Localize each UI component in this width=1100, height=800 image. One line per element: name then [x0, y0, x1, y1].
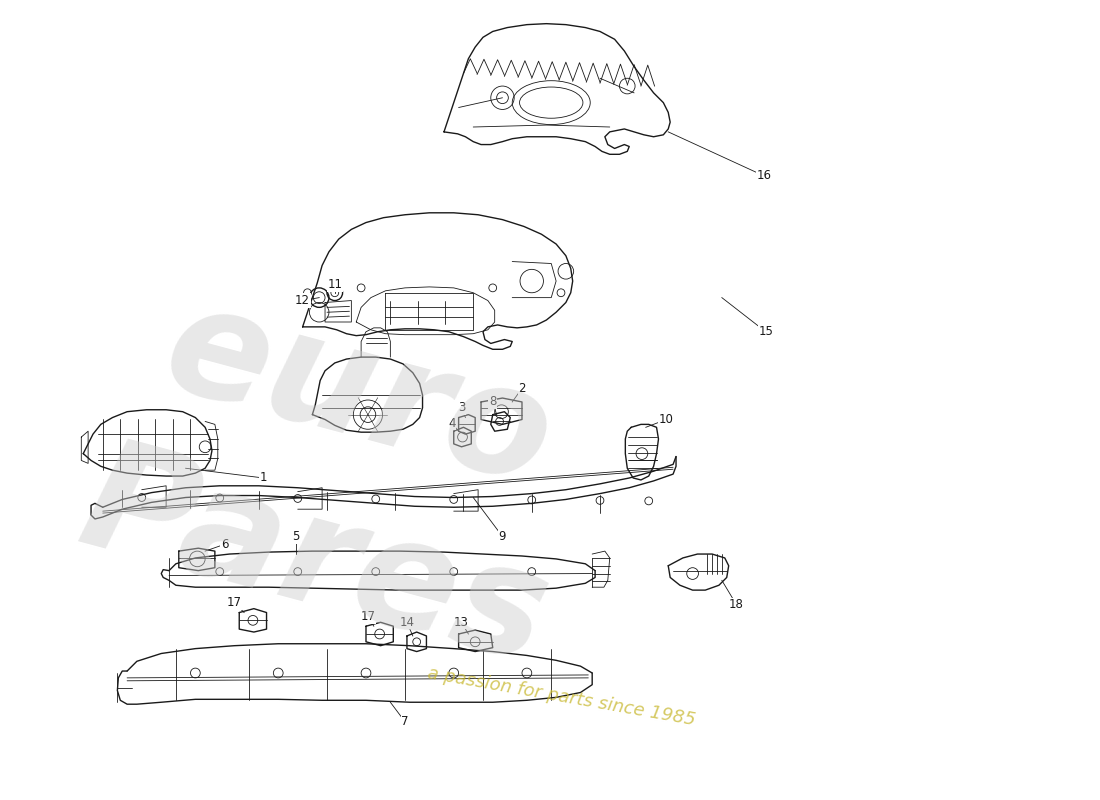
Text: 3: 3 — [458, 402, 465, 414]
Text: 5: 5 — [293, 530, 299, 543]
Text: 10: 10 — [659, 413, 673, 426]
Text: 17: 17 — [227, 596, 242, 610]
Text: 12: 12 — [295, 294, 310, 307]
Text: 1: 1 — [260, 471, 267, 485]
Text: a passion for parts since 1985: a passion for parts since 1985 — [426, 664, 696, 729]
Text: 11: 11 — [328, 278, 342, 291]
Text: 16: 16 — [757, 170, 771, 182]
Text: 13: 13 — [454, 616, 469, 629]
Text: 15: 15 — [758, 326, 773, 338]
Text: 2: 2 — [518, 382, 526, 395]
Text: euro
Pares: euro Pares — [66, 262, 608, 694]
Text: 18: 18 — [729, 598, 744, 611]
Text: 7: 7 — [402, 715, 409, 728]
Text: 4: 4 — [448, 417, 455, 430]
Text: 9: 9 — [498, 530, 506, 543]
Text: 17: 17 — [361, 610, 375, 623]
Text: 14: 14 — [399, 616, 415, 629]
Text: 8: 8 — [490, 395, 496, 409]
Text: 6: 6 — [221, 538, 229, 550]
